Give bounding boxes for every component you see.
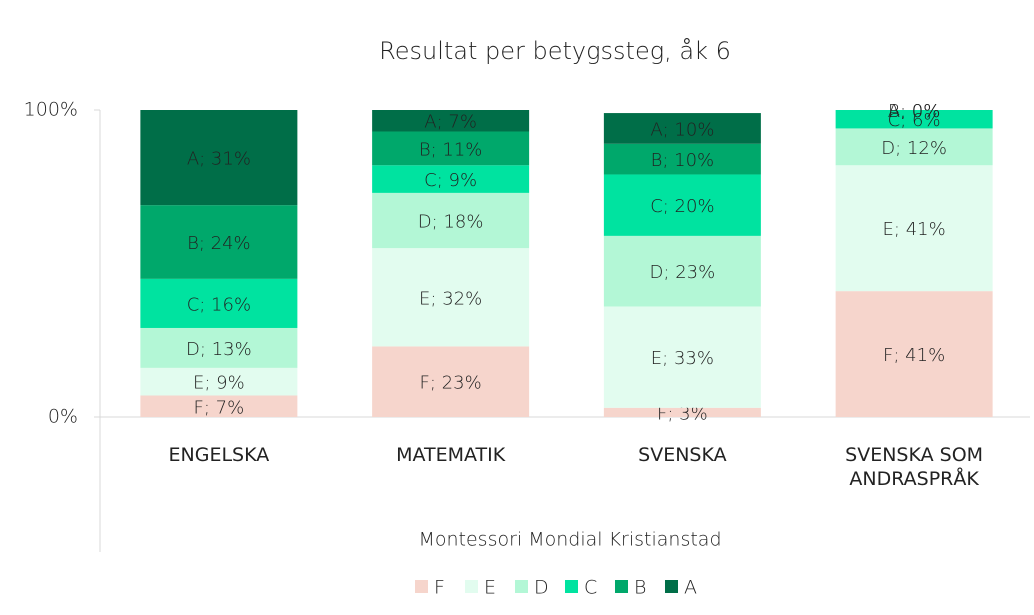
bar-segment xyxy=(372,192,530,249)
legend-swatch xyxy=(515,580,528,593)
legend-label: B xyxy=(634,577,646,599)
bar-segment xyxy=(140,367,298,396)
data-label: C; 9% xyxy=(424,170,477,191)
bar-segment xyxy=(603,143,761,175)
data-label: B; 10% xyxy=(651,150,715,171)
data-label: A; 31% xyxy=(187,149,251,170)
bar-segment xyxy=(140,110,298,206)
data-label: D; 12% xyxy=(881,138,947,159)
bar-segment xyxy=(372,248,530,347)
bar-segment xyxy=(603,306,761,408)
data-label: A; 0% xyxy=(888,101,941,122)
data-label: E; 41% xyxy=(883,219,946,240)
x-tick-label: ENGELSKA xyxy=(168,444,270,466)
data-label: C; 16% xyxy=(187,294,251,315)
data-label: E; 32% xyxy=(419,288,482,309)
legend-label: D xyxy=(534,577,549,599)
legend-label: F xyxy=(434,577,445,599)
bar-segment xyxy=(140,205,298,279)
data-label: B; 11% xyxy=(419,139,483,160)
bar-segment xyxy=(835,291,993,417)
data-label: B; 24% xyxy=(187,233,251,254)
legend-swatch xyxy=(665,580,678,593)
data-label: E; 9% xyxy=(193,373,245,394)
data-label: F; 7% xyxy=(194,397,245,418)
bar-segment xyxy=(372,131,530,166)
bar-segment xyxy=(140,278,298,328)
legend-swatch xyxy=(415,580,428,593)
bar-segment xyxy=(372,110,530,132)
bar-segment xyxy=(603,235,761,307)
legend-swatch xyxy=(565,580,578,593)
data-label: B; 0% xyxy=(888,101,940,122)
bar-segment xyxy=(372,346,530,417)
legend-label: C xyxy=(584,577,597,599)
x-tick-label: SVENSKA xyxy=(638,444,727,466)
data-label: D; 13% xyxy=(186,339,252,360)
data-label: A; 10% xyxy=(650,119,714,140)
legend-swatch xyxy=(615,580,628,593)
x-tick-label: MATEMATIK xyxy=(396,444,506,466)
chart-title: Resultat per betygssteg, åk 6 xyxy=(379,37,731,65)
x-tick-label: SVENSKA SOM ANDRASPRÅK xyxy=(845,444,984,490)
x-axis-title: Montessori Mondial Kristianstad xyxy=(418,529,721,551)
bar-segment xyxy=(835,110,993,129)
y-tick-label: 0% xyxy=(48,406,78,428)
data-label: E; 33% xyxy=(651,348,714,369)
bar-segment xyxy=(140,327,298,368)
legend-label: E xyxy=(484,577,496,599)
bar-segment xyxy=(603,174,761,236)
data-label: D; 23% xyxy=(650,262,716,283)
bar-segment xyxy=(835,165,993,292)
bar-segment xyxy=(835,128,993,166)
data-label: C; 20% xyxy=(650,196,714,217)
bar-segment xyxy=(603,113,761,144)
data-label: F; 23% xyxy=(420,373,482,394)
data-label: A; 7% xyxy=(424,112,477,133)
bar-segment xyxy=(603,407,761,417)
y-tick-label: 100% xyxy=(24,99,78,121)
legend-swatch xyxy=(465,580,478,593)
data-label: F; 3% xyxy=(657,403,708,424)
data-label: C; 6% xyxy=(888,110,941,131)
bar-segment xyxy=(372,165,530,193)
data-label: D; 18% xyxy=(418,212,484,233)
legend-label: A xyxy=(684,577,697,599)
bar-segment xyxy=(140,395,298,417)
data-label: F; 41% xyxy=(883,345,945,366)
